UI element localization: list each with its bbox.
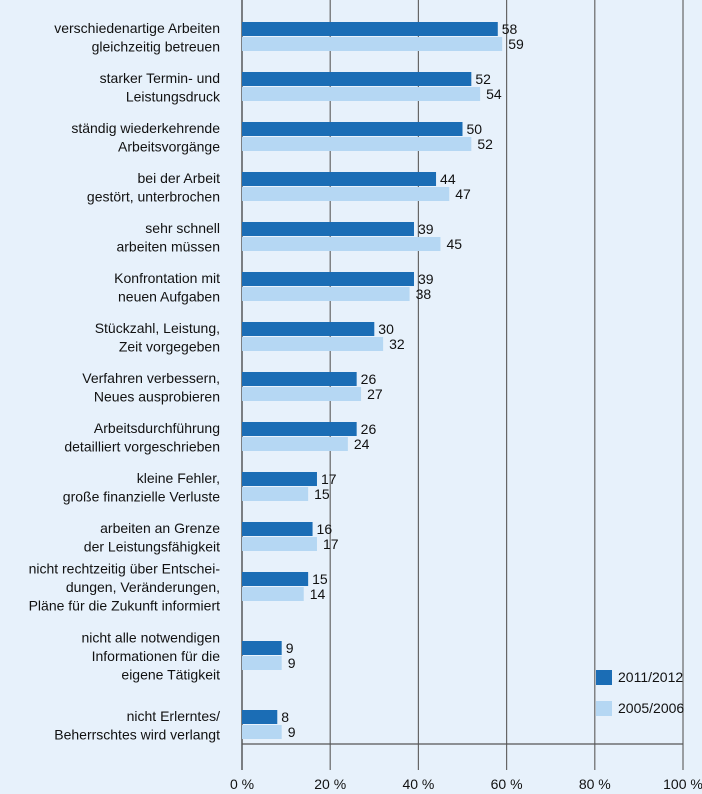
bar-2005-2006 xyxy=(242,725,282,739)
category-label: Informationen für die xyxy=(92,648,221,664)
category-label: Leistungsdruck xyxy=(126,88,221,104)
bar-2005-2006 xyxy=(242,487,309,501)
x-tick-label: 80 % xyxy=(579,776,611,792)
category-label: sehr schnell xyxy=(145,220,220,236)
category-label: Konfrontation mit xyxy=(114,270,220,286)
bar-2005-2006 xyxy=(242,337,384,351)
legend-swatch xyxy=(596,670,612,685)
bar-2011-2012 xyxy=(242,122,463,136)
bar-2005-2006 xyxy=(242,137,472,151)
value-label: 52 xyxy=(475,71,491,87)
category-label: Beherrschtes wird verlangt xyxy=(54,726,220,742)
bar-2005-2006 xyxy=(242,187,450,201)
x-tick-label: 60 % xyxy=(491,776,523,792)
bar-2011-2012 xyxy=(242,272,414,286)
bar-2005-2006 xyxy=(242,437,348,451)
category-label: nicht Erlerntes/ xyxy=(127,708,220,724)
category-label: Neues ausprobieren xyxy=(94,388,220,404)
bar-2011-2012 xyxy=(242,422,357,436)
bar-2011-2012 xyxy=(242,222,414,236)
legend-swatch xyxy=(596,701,612,716)
bar-2005-2006 xyxy=(242,387,362,401)
bar-2005-2006 xyxy=(242,656,282,670)
bar-2011-2012 xyxy=(242,172,437,186)
category-label: ständig wiederkehrende xyxy=(71,120,220,136)
category-label: der Leistungsfähigkeit xyxy=(84,538,220,554)
value-label: 45 xyxy=(446,236,462,252)
category-label: gleichzeitig betreuen xyxy=(92,38,220,54)
category-label: nicht alle notwendigen xyxy=(81,630,220,646)
category-label: starker Termin- und xyxy=(100,70,220,86)
bar-2011-2012 xyxy=(242,572,309,586)
category-label: arbeiten an Grenze xyxy=(100,520,220,536)
bar-2005-2006 xyxy=(242,37,503,51)
legend-label: 2011/2012 xyxy=(618,669,683,685)
value-label: 16 xyxy=(317,521,333,537)
bar-2011-2012 xyxy=(242,710,278,724)
value-label: 9 xyxy=(288,724,296,740)
value-label: 52 xyxy=(477,136,493,152)
value-label: 26 xyxy=(361,371,377,387)
category-label: verschiedenartige Arbeiten xyxy=(54,20,220,36)
bar-2011-2012 xyxy=(242,372,357,386)
value-label: 14 xyxy=(310,586,326,602)
value-label: 30 xyxy=(378,321,394,337)
bar-2011-2012 xyxy=(242,472,317,486)
value-label: 59 xyxy=(508,36,524,52)
category-label: arbeiten müssen xyxy=(116,238,220,254)
category-label: große finanzielle Verluste xyxy=(63,488,220,504)
category-label: Arbeitsdurchführung xyxy=(94,420,220,436)
x-tick-label: 0 % xyxy=(230,776,254,792)
category-label: Pläne für die Zukunft informiert xyxy=(29,598,221,614)
value-label: 47 xyxy=(455,186,471,202)
value-label: 26 xyxy=(361,421,377,437)
value-label: 58 xyxy=(502,21,518,37)
category-label: eigene Tätigkeit xyxy=(121,667,220,683)
bar-2005-2006 xyxy=(242,237,441,251)
value-label: 44 xyxy=(440,171,456,187)
value-label: 15 xyxy=(312,571,328,587)
value-label: 17 xyxy=(321,471,337,487)
value-label: 39 xyxy=(418,271,434,287)
value-label: 15 xyxy=(314,486,330,502)
category-label: gestört, unterbrochen xyxy=(87,188,220,204)
category-label: kleine Fehler, xyxy=(137,470,220,486)
value-label: 24 xyxy=(354,436,370,452)
value-label: 54 xyxy=(486,86,502,102)
bar-2005-2006 xyxy=(242,537,317,551)
value-label: 38 xyxy=(416,286,432,302)
value-label: 27 xyxy=(367,386,383,402)
value-label: 17 xyxy=(323,536,339,552)
category-label: Zeit vorgegeben xyxy=(119,338,220,354)
bar-2011-2012 xyxy=(242,522,313,536)
bar-2011-2012 xyxy=(242,72,472,86)
x-tick-label: 20 % xyxy=(314,776,346,792)
category-label: bei der Arbeit xyxy=(138,170,221,186)
category-label: Stückzahl, Leistung, xyxy=(95,320,220,336)
category-label: neuen Aufgaben xyxy=(118,288,220,304)
category-label: Verfahren verbessern, xyxy=(82,370,220,386)
legend-label: 2005/2006 xyxy=(618,700,684,716)
value-label: 9 xyxy=(286,640,294,656)
x-tick-label: 40 % xyxy=(402,776,434,792)
category-label: nicht rechtzeitig über Entschei- xyxy=(29,561,221,577)
bar-2005-2006 xyxy=(242,87,481,101)
value-label: 32 xyxy=(389,336,405,352)
category-label: dungen, Veränderungen, xyxy=(66,579,220,595)
value-label: 8 xyxy=(281,709,289,725)
value-label: 39 xyxy=(418,221,434,237)
bar-2011-2012 xyxy=(242,22,498,36)
category-label: Arbeitsvorgänge xyxy=(118,138,220,154)
value-label: 9 xyxy=(288,655,296,671)
category-label: detailliert vorgeschrieben xyxy=(64,438,220,454)
bar-2011-2012 xyxy=(242,641,282,655)
value-label: 50 xyxy=(467,121,483,137)
x-tick-label: 100 % xyxy=(663,776,702,792)
bar-2005-2006 xyxy=(242,287,410,301)
bar-2011-2012 xyxy=(242,322,375,336)
bar-2005-2006 xyxy=(242,587,304,601)
